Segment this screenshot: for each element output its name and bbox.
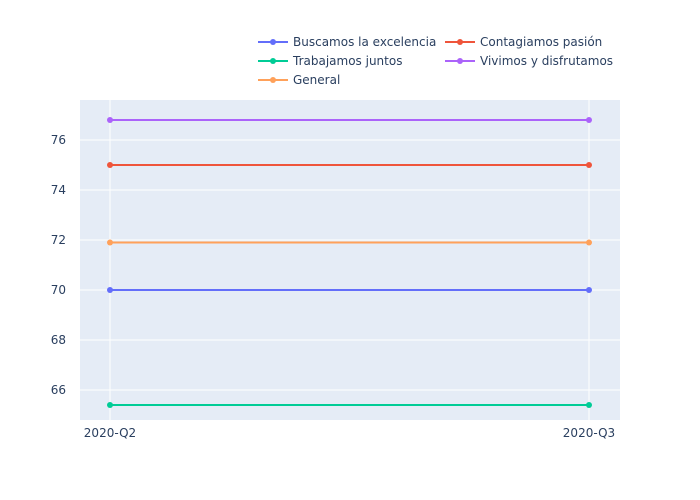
data-point[interactable] [107,162,113,168]
legend-item[interactable]: Buscamos la excelencia [258,35,436,49]
y-tick-label: 68 [51,333,66,347]
y-tick-label: 76 [51,133,66,147]
data-point[interactable] [107,117,113,123]
legend-item[interactable]: Vivimos y disfrutamos [445,54,613,68]
legend-label: Vivimos y disfrutamos [480,54,613,68]
y-tick-label: 74 [51,183,66,197]
legend-swatch-marker [270,77,276,83]
series-contagiamos-pasi-n [107,162,592,168]
data-point[interactable] [107,287,113,293]
data-point[interactable] [586,162,592,168]
legend-item[interactable]: Trabajamos juntos [258,54,402,68]
series-trabajamos-juntos [107,402,592,408]
legend-label: Trabajamos juntos [292,54,402,68]
legend-swatch-marker [270,58,276,64]
y-tick-label: 70 [51,283,66,297]
legend-label: Buscamos la excelencia [293,35,436,49]
data-point[interactable] [107,239,113,246]
series-buscamos-la-excelencia [107,287,592,293]
y-axis: 66 68 70 72 74 76 [51,133,66,397]
legend-item[interactable]: General [258,73,340,87]
data-point[interactable] [586,117,592,123]
data-point[interactable] [586,287,592,293]
legend[interactable]: Buscamos la excelencia Contagiamos pasión… [258,35,613,87]
legend-swatch-marker [270,39,276,45]
x-axis: 2020-Q2 2020-Q3 [84,426,615,440]
data-point[interactable] [107,402,113,408]
legend-swatch-marker [457,58,463,64]
data-point[interactable] [586,402,592,408]
data-point[interactable] [586,239,592,246]
plot-area [80,100,620,420]
legend-label: Contagiamos pasión [480,35,602,49]
y-tick-label: 72 [51,233,66,247]
legend-label: General [293,73,340,87]
legend-swatch-marker [457,39,463,45]
series-vivimos-y-disfrutamos [107,117,592,123]
series-layer [107,117,592,408]
legend-item[interactable]: Contagiamos pasión [445,35,602,49]
y-tick-label: 66 [51,383,66,397]
series-general [107,239,592,246]
x-tick-label: 2020-Q3 [563,426,615,440]
x-tick-label: 2020-Q2 [84,426,136,440]
